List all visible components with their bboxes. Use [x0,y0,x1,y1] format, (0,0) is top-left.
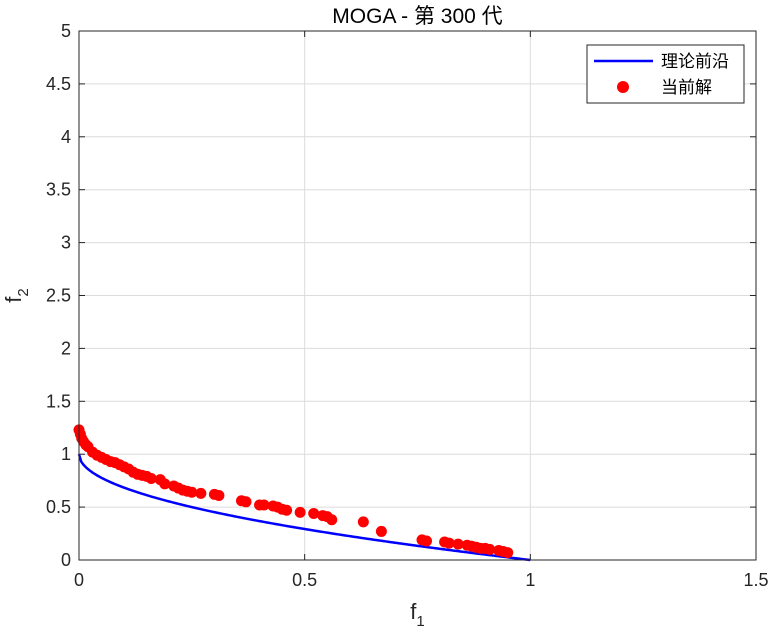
solution-point-39 [308,507,320,519]
y-tick-label-9: 4.5 [46,74,71,94]
y-axis-title: f2 [1,288,32,302]
x-axis-title-main: f [410,599,417,624]
theoretical-front-line [77,453,531,562]
x-tick-label-0: 0 [74,570,84,590]
solution-point-19 [145,473,157,485]
chart-title: MOGA - 第 300 代 [332,5,502,28]
solution-point-42 [326,514,338,526]
y-tick-label-0: 0 [61,550,71,570]
solution-point-43 [357,516,369,528]
legend-points-label: 当前解 [661,78,712,98]
legend-box [586,44,745,104]
y-tick-label-1: 0.5 [46,497,71,517]
y-tick-label-10: 5 [61,21,71,41]
y-tick-label-4: 2 [61,338,71,358]
legend-points-swatch [617,81,629,93]
solution-point-26 [186,486,198,498]
legend-front-label: 理论前沿 [661,52,729,72]
solution-point-29 [213,489,225,501]
current-solutions-points [73,424,514,559]
solution-point-38 [294,506,306,518]
solution-point-55 [484,543,496,555]
solution-point-46 [421,535,433,547]
x-tick-label-1: 0.5 [292,570,317,590]
y-tick-label-7: 3.5 [46,180,71,200]
y-tick-label-6: 3 [61,233,71,253]
x-axis-title: f1 [410,599,424,630]
solution-point-21 [159,478,171,490]
y-tick-label-8: 4 [61,127,71,147]
solution-point-49 [452,538,464,550]
x-tick-label-3: 1.5 [743,570,768,590]
y-axis-title-subscript: 2 [15,288,32,296]
solution-point-58 [502,547,514,559]
legend: 理论前沿 当前解 [586,44,745,104]
x-tick-label-2: 1 [525,570,535,590]
solution-point-37 [281,504,293,516]
axis-ticks: 0 0.5 1 1.5 0 0.5 1 1.5 2 2.5 3 3.5 4 4.5 5 [46,21,769,590]
solution-point-48 [443,537,455,549]
solution-point-33 [258,499,270,511]
x-axis-title-subscript: 1 [416,613,424,630]
solution-point-31 [240,496,252,508]
y-tick-label-3: 1.5 [46,391,71,411]
y-tick-label-2: 1 [61,444,71,464]
y-tick-label-5: 2.5 [46,286,71,306]
plot-area [73,424,531,562]
solution-point-44 [375,525,387,537]
y-axis-title-main: f [1,296,26,303]
solution-point-27 [195,487,207,499]
